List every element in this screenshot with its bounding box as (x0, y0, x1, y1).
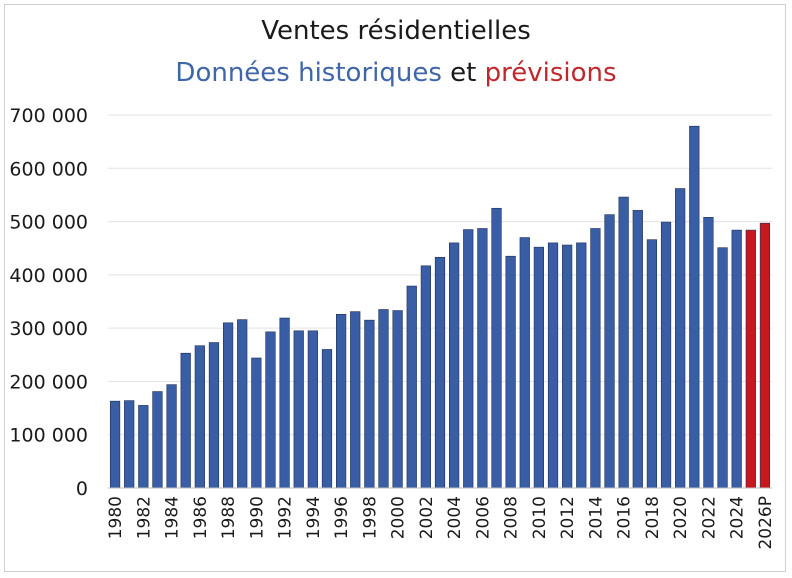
x-tick-label: 2006 (473, 496, 493, 539)
x-tick-label: 1992 (276, 496, 296, 539)
x-tick-label: 2026P (756, 496, 776, 550)
bar-historical (152, 391, 163, 489)
x-tick-label: 2022 (699, 496, 719, 539)
y-tick-label: 500 000 (9, 212, 88, 234)
bar-historical (660, 221, 672, 489)
bar-historical (703, 217, 714, 489)
bar-historical (533, 246, 544, 489)
bar-historical (646, 239, 658, 489)
bar-historical (378, 309, 389, 489)
bar-historical (449, 242, 460, 489)
bar-historical (251, 357, 262, 489)
bar-historical (222, 322, 234, 489)
bar-historical (590, 228, 601, 489)
subtitle-forecast: prévisions (484, 58, 617, 88)
bar-historical (166, 384, 177, 489)
bar-historical (675, 188, 686, 489)
bar-historical (336, 313, 347, 489)
subtitle-historical: Données historiques (175, 58, 442, 88)
bar-historical (576, 242, 587, 489)
bar-historical (307, 330, 318, 489)
bar-historical (731, 229, 742, 489)
bar-historical (109, 400, 121, 489)
x-tick-label: 1994 (304, 496, 324, 539)
x-tick-label: 2008 (502, 496, 522, 539)
x-tick-label: 2024 (728, 496, 748, 539)
y-tick-label: 600 000 (9, 158, 88, 180)
bar-historical (321, 349, 333, 489)
x-tick-label: 2018 (643, 496, 663, 539)
y-tick-label: 400 000 (9, 265, 88, 287)
x-tick-label: 1980 (106, 496, 126, 539)
bar-historical (364, 319, 375, 489)
bar-historical (406, 285, 417, 489)
y-tick-label: 100 000 (9, 425, 88, 447)
bar-historical (604, 214, 615, 489)
y-axis: 0 100 000 200 000 300 000 400 000 500 000 600 … (9, 105, 88, 500)
subtitle-and: et (450, 58, 484, 88)
bar-historical (138, 405, 149, 489)
bar-historical (477, 228, 488, 489)
bar-historical (505, 255, 516, 489)
bar-historical (717, 247, 728, 489)
bar-historical (689, 125, 700, 489)
bar-historical (194, 345, 205, 489)
x-tick-label: 2004 (445, 496, 465, 539)
x-tick-label: 1996 (332, 496, 352, 539)
bar-historical (279, 317, 290, 489)
x-tick-label: 2000 (389, 496, 409, 539)
y-tick-label: 200 000 (9, 371, 88, 393)
y-tick-label: 700 000 (9, 105, 88, 127)
bar-historical (265, 331, 276, 489)
bar-historical (124, 400, 135, 489)
bar-historical (632, 210, 643, 489)
x-tick-label: 1982 (134, 496, 154, 539)
bar-historical (237, 319, 248, 489)
chart-title: Ventes résidentielles (261, 16, 531, 46)
bar-forecast (759, 222, 771, 489)
x-tick-label: 2014 (586, 496, 606, 539)
bar-historical (392, 310, 403, 489)
x-tick-label: 1998 (360, 496, 380, 539)
bar-forecast (745, 229, 756, 489)
bar-historical (618, 196, 629, 489)
x-tick-label: 1986 (191, 496, 211, 539)
chart-subtitle: Données historiques et prévisions (0, 58, 792, 88)
y-tick-label: 0 (76, 478, 88, 500)
bar-historical (463, 229, 474, 489)
bar-historical (562, 244, 573, 489)
x-tick-label: 2016 (615, 496, 635, 539)
bar-historical (293, 330, 304, 489)
x-tick-label: 2012 (558, 496, 578, 539)
bar-historical (180, 352, 191, 489)
x-axis: 1980 1982 1984 1986 1988 1990 1992 1994 1996 1998… (106, 487, 776, 550)
x-tick-label: 1988 (219, 496, 239, 539)
subtitle-and-text: et (450, 58, 477, 88)
bar-historical (434, 256, 446, 489)
bars (109, 125, 771, 489)
bar-historical (491, 207, 502, 489)
x-tick-label: 1990 (247, 496, 267, 539)
x-tick-label: 2010 (530, 496, 550, 539)
bar-historical (350, 311, 361, 489)
bar-historical (420, 265, 431, 489)
bar-historical (519, 237, 530, 489)
x-tick-label: 1984 (163, 496, 183, 539)
y-tick-label: 300 000 (9, 318, 88, 340)
x-tick-label: 2020 (671, 496, 691, 539)
bar-historical (547, 242, 559, 489)
bar-historical (208, 342, 220, 489)
x-tick-label: 2002 (417, 496, 437, 539)
